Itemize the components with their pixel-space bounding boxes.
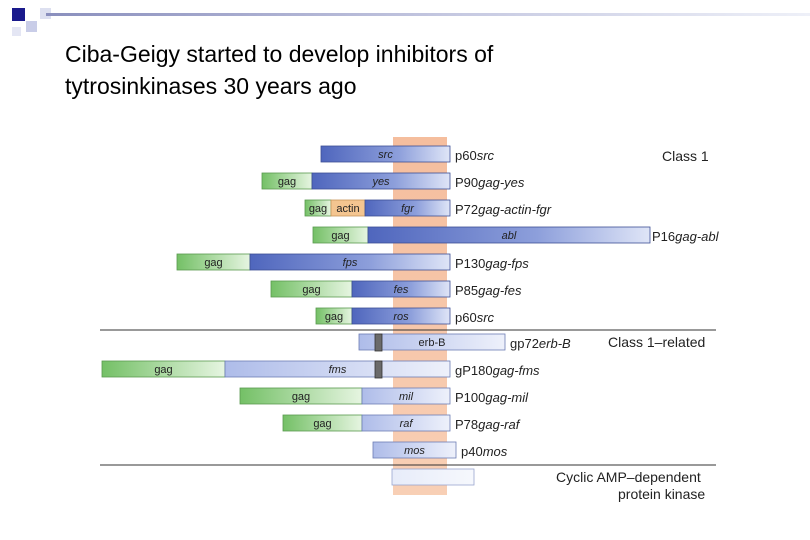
domain-segment-label: yes <box>371 176 390 188</box>
slide-title-line-1: Ciba-Geigy started to develop inhibitors… <box>65 41 494 67</box>
domain-segment-label: src <box>378 149 393 161</box>
domain-segment-blue <box>249 253 451 271</box>
protein-name-label: gP180gag-fms <box>455 363 540 378</box>
cyclic-amp-label-line-2: protein kinase <box>618 486 705 502</box>
domain-segment-label: gag <box>204 257 222 269</box>
domain-segment-lightblue <box>372 441 457 459</box>
protein-row: gag abl P16gag-abl <box>312 226 720 244</box>
protein-row: src p60src <box>320 145 495 163</box>
protein-name-label: p60src <box>455 148 495 163</box>
cyclic-amp-label-line-1: Cyclic AMP–dependent <box>556 469 701 485</box>
domain-segment-blue <box>351 280 451 298</box>
protein-name-label: P130gag-fps <box>455 256 529 271</box>
protein-row: gag fms gP180gag-fms <box>101 360 540 378</box>
transmembrane-marker <box>374 360 383 379</box>
protein-name-label: P16gag-abl <box>652 229 720 244</box>
domain-segment-label: fms <box>329 364 347 376</box>
domain-segment-blue <box>367 226 651 244</box>
protein-name-label: P90gag-yes <box>455 175 525 190</box>
domain-segment-label: gag <box>309 203 327 215</box>
domain-segment-blue <box>320 145 451 163</box>
title-rule <box>46 13 810 16</box>
class-1-related-label: Class 1–related <box>608 334 705 350</box>
class-1-label: Class 1 <box>662 148 709 164</box>
domain-segment-label: gag <box>154 364 172 376</box>
domain-segment-lightblue <box>361 414 451 432</box>
domain-segment-label: fes <box>394 284 409 296</box>
domain-segment-label: gag <box>292 391 310 403</box>
domain-segment-label: actin <box>336 203 359 215</box>
domain-segment-label: gag <box>278 176 296 188</box>
domain-segment-label: fps <box>343 257 358 269</box>
slide-title: Ciba-Geigy started to develop inhibitors… <box>65 38 765 102</box>
decorative-square-light <box>26 21 37 32</box>
slide-title-line-2: tytrosinkinases 30 years ago <box>65 73 357 99</box>
domain-segment-label: gag <box>302 284 320 296</box>
domain-segment-blue <box>311 172 451 190</box>
domain-segment-lightblue <box>358 333 506 351</box>
domain-segment-blue <box>364 199 451 217</box>
protein-name-label: P100gag-mil <box>455 390 529 405</box>
protein-row: gag ros p60src <box>315 307 495 325</box>
domain-segment-label: mos <box>404 445 425 457</box>
transmembrane-marker <box>374 333 383 352</box>
domain-segment-label: mil <box>399 391 414 403</box>
domain-segment-pale <box>391 468 475 486</box>
domain-segment-label: ros <box>393 311 409 323</box>
domain-segment-lightblue <box>361 387 451 405</box>
protein-row: gag fps P130gag-fps <box>176 253 529 271</box>
domain-segment-blue <box>351 307 451 325</box>
domain-segment-label: fgr <box>401 203 415 215</box>
domain-segment-label: gag <box>313 418 331 430</box>
domain-segment-label: gag <box>325 311 343 323</box>
protein-row: mos p40mos <box>372 441 508 459</box>
protein-name-label: p40mos <box>461 444 508 459</box>
protein-row: gag yes P90gag-yes <box>261 172 525 190</box>
protein-name-label: P85gag-fes <box>455 283 522 298</box>
protein-name-label: P72gag-actin-fgr <box>455 202 552 217</box>
protein-row: gag mil P100gag-mil <box>239 387 529 405</box>
domain-segment-label: raf <box>400 418 414 430</box>
domain-segment-label: erb-B <box>419 337 446 349</box>
protein-row: gag raf P78gag-raf <box>282 414 521 432</box>
protein-name-label: P78gag-raf <box>455 417 521 432</box>
protein-row <box>391 468 475 486</box>
protein-row: gag actin fgr P72gag-actin-fgr <box>304 199 552 217</box>
decorative-square-light <box>12 27 21 36</box>
decorative-square-light <box>40 8 51 19</box>
protein-name-label: gp72erb-B <box>510 336 571 351</box>
domain-segment-label: gag <box>331 230 349 242</box>
domain-segment-label: abl <box>502 230 517 242</box>
protein-name-label: p60src <box>455 310 495 325</box>
domain-segment-lightblue <box>224 360 451 378</box>
protein-row: erb-B gp72erb-B <box>358 333 571 351</box>
protein-row: gag fes P85gag-fes <box>270 280 522 298</box>
decorative-square-dark <box>12 8 25 21</box>
